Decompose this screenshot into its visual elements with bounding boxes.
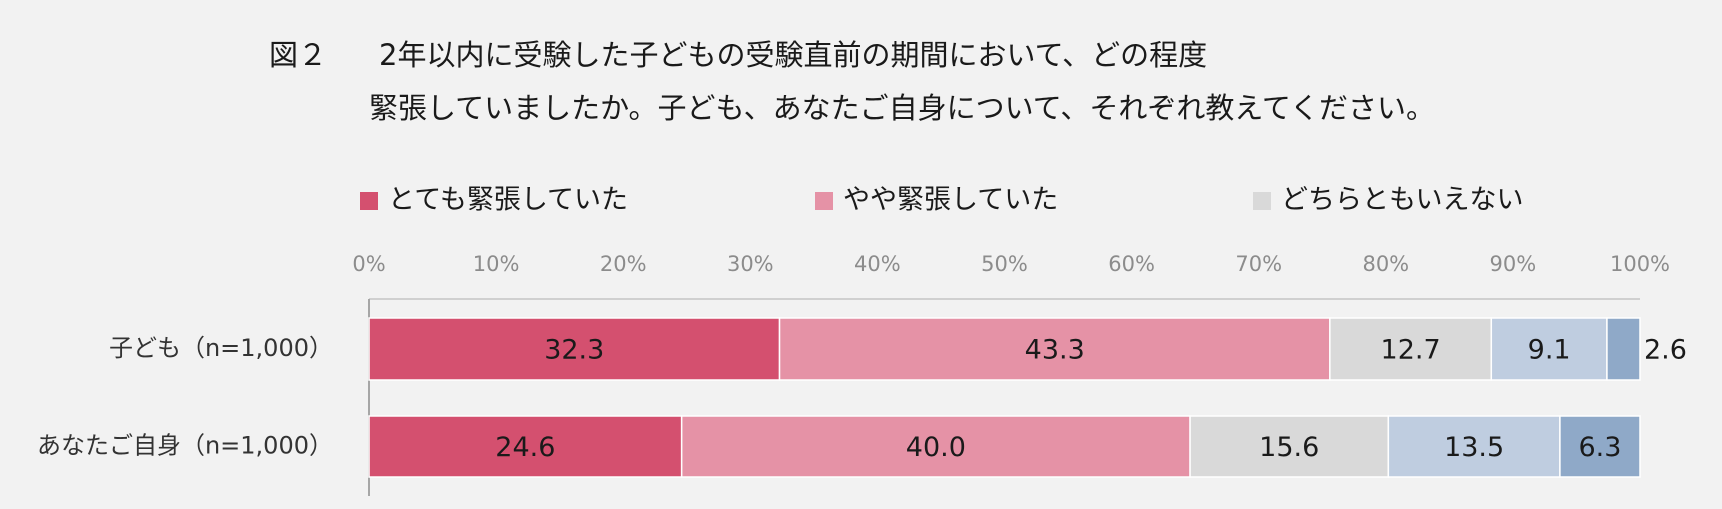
- x-tick-label: 40%: [854, 252, 901, 276]
- bar-segment: [680, 415, 1191, 478]
- data-label: 15.6: [1259, 432, 1319, 463]
- data-label: 12.7: [1381, 335, 1441, 366]
- category-label: あなたご自身（n=1,000）: [37, 432, 333, 460]
- bar-segment: [368, 415, 683, 478]
- legend-label: とても緊張していた: [388, 185, 628, 216]
- legend-swatch: [815, 192, 833, 210]
- legend-swatch: [360, 192, 378, 210]
- data-label: 43.3: [1025, 335, 1085, 366]
- chart-title: 緊張していましたか。子ども、あなたご自身について、それぞれ教えてください。: [369, 91, 1435, 125]
- x-tick-label: 10%: [473, 252, 520, 276]
- legend-label: どちらともいえない: [1281, 185, 1523, 216]
- legend-label: やや緊張していた: [843, 185, 1058, 216]
- data-label: 13.5: [1444, 432, 1504, 463]
- x-tick-label: 20%: [600, 252, 647, 276]
- data-label: 32.3: [544, 335, 604, 366]
- data-label: 2.6: [1644, 335, 1687, 366]
- data-label: 6.3: [1578, 432, 1621, 463]
- bar-segment: [1606, 317, 1641, 381]
- bar-segment: [1189, 415, 1390, 478]
- data-label: 40.0: [906, 432, 966, 463]
- x-tick-label: 60%: [1108, 252, 1155, 276]
- figure-label: 図２: [269, 38, 327, 72]
- bar-segment: [1329, 317, 1493, 381]
- x-tick-label: 70%: [1235, 252, 1282, 276]
- x-tick-label: 80%: [1362, 252, 1409, 276]
- chart-title: 2年以内に受験した子どもの受験直前の期間において、どの程度: [379, 38, 1207, 72]
- bar-segment: [1559, 415, 1641, 478]
- data-label: 9.1: [1528, 335, 1571, 366]
- category-label: 子ども（n=1,000）: [109, 334, 333, 362]
- bar-segment: [368, 317, 781, 381]
- bar-segment: [778, 317, 1331, 381]
- x-tick-label: 50%: [981, 252, 1028, 276]
- x-tick-label: 0%: [352, 252, 385, 276]
- data-label: 24.6: [495, 432, 555, 463]
- legend-swatch: [1253, 192, 1271, 210]
- x-tick-label: 90%: [1490, 252, 1537, 276]
- x-tick-label: 30%: [727, 252, 774, 276]
- x-tick-label: 100%: [1610, 252, 1670, 276]
